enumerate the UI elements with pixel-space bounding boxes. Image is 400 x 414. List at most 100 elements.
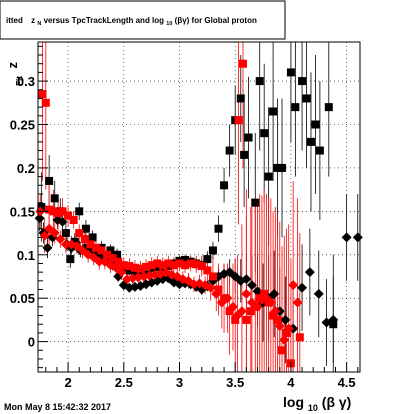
data-point-square bbox=[264, 172, 273, 181]
data-point-square bbox=[186, 259, 195, 268]
data-point-diamond bbox=[288, 280, 299, 291]
data-point-diamond bbox=[297, 282, 308, 293]
data-point-square bbox=[113, 250, 122, 259]
data-point-diamond bbox=[236, 306, 247, 317]
x-tick-label: 4.5 bbox=[338, 375, 356, 390]
data-point-square bbox=[234, 116, 243, 125]
xlabel-rest: (β γ) bbox=[322, 394, 352, 410]
data-point-diamond bbox=[280, 314, 291, 325]
data-point-diamond bbox=[60, 239, 71, 250]
data-point-square bbox=[58, 207, 67, 216]
data-point-square bbox=[231, 315, 240, 324]
data-point-diamond bbox=[292, 297, 303, 308]
data-point-diamond bbox=[269, 288, 280, 299]
data-point-square bbox=[130, 268, 139, 277]
data-markers bbox=[34, 59, 363, 368]
title-z: z bbox=[31, 16, 35, 25]
data-point-diamond bbox=[39, 230, 50, 241]
title-box: itted z N versus TpcTrackLength and log … bbox=[0, 0, 286, 40]
data-point-square bbox=[45, 205, 54, 214]
x-tick-label: 3.5 bbox=[226, 375, 244, 390]
data-point-square bbox=[181, 261, 190, 270]
data-point-square bbox=[273, 163, 282, 172]
y-tick-label: 0.3 bbox=[17, 74, 35, 89]
x-tick-label: 2 bbox=[64, 375, 71, 390]
data-point-diamond bbox=[246, 297, 257, 308]
data-point-diamond bbox=[304, 267, 315, 278]
data-point-square bbox=[273, 315, 282, 324]
xlabel-log: log bbox=[283, 394, 304, 410]
data-point-square bbox=[88, 233, 97, 242]
data-point-diamond bbox=[34, 213, 45, 224]
data-point-square bbox=[208, 246, 217, 255]
data-point-square bbox=[315, 146, 324, 155]
data-point-square bbox=[240, 150, 249, 159]
data-point-square bbox=[125, 262, 134, 271]
data-point-square bbox=[208, 272, 217, 281]
data-point-square bbox=[80, 235, 89, 244]
data-point-square bbox=[175, 259, 184, 268]
data-point-diamond bbox=[55, 234, 66, 245]
data-point-square bbox=[239, 59, 248, 68]
plot-title: itted z N versus TpcTrackLength and log … bbox=[6, 16, 257, 27]
data-point-square bbox=[255, 77, 264, 86]
xlabel-sub: 10 bbox=[308, 403, 318, 413]
data-point-square bbox=[54, 209, 63, 218]
data-point-square bbox=[136, 264, 145, 273]
data-point-diamond bbox=[94, 256, 105, 267]
data-point-square bbox=[306, 137, 315, 146]
data-point-square bbox=[251, 302, 260, 311]
data-point-square bbox=[147, 261, 156, 270]
data-point-square bbox=[255, 294, 264, 303]
data-point-square bbox=[251, 198, 260, 207]
data-point-square bbox=[282, 328, 291, 337]
svg-text:Fit: Fit bbox=[15, 76, 24, 86]
x-tick-label: 2.5 bbox=[115, 375, 133, 390]
data-point-square bbox=[225, 307, 234, 316]
y-tick-label: 0.15 bbox=[10, 204, 35, 219]
data-point-square bbox=[142, 262, 151, 271]
title-log-sub: 10 bbox=[166, 21, 172, 27]
x-tick-label: 3 bbox=[176, 375, 183, 390]
data-point-square bbox=[45, 176, 54, 185]
data-point-square bbox=[66, 255, 75, 264]
data-point-square bbox=[136, 269, 145, 277]
x-tick-label: 4 bbox=[287, 375, 295, 390]
plot-frame bbox=[37, 41, 361, 373]
data-point-square bbox=[286, 68, 295, 77]
data-point-square bbox=[181, 255, 190, 264]
data-point-square bbox=[260, 289, 269, 298]
data-point-square bbox=[75, 207, 84, 216]
data-point-diamond bbox=[279, 334, 290, 345]
axes: 2 2.5 3 3.5 4 4.5 0 0.05 0.1 0.15 0.2 0.25 0.3 bbox=[10, 45, 359, 390]
ylabel-sub: Fit bbox=[15, 76, 24, 86]
data-point-square bbox=[108, 254, 117, 263]
data-point-square bbox=[50, 194, 59, 203]
y-axis-label: z Fit bbox=[5, 62, 24, 86]
ylabel-z: z bbox=[5, 62, 20, 69]
data-point-diamond bbox=[241, 288, 252, 299]
data-point-square bbox=[41, 98, 50, 107]
data-point-square bbox=[203, 266, 212, 275]
title-mid: versus TpcTrackLength and log bbox=[44, 16, 165, 25]
data-point-square bbox=[278, 163, 287, 172]
data-point-square bbox=[269, 311, 278, 320]
data-point-square bbox=[302, 94, 311, 103]
data-point-diamond bbox=[241, 274, 252, 285]
data-point-square bbox=[197, 262, 206, 271]
y-tick-label: 0.25 bbox=[10, 118, 35, 133]
data-point-square bbox=[214, 224, 223, 233]
data-point-square bbox=[86, 240, 95, 249]
data-point-square bbox=[298, 77, 307, 86]
data-point-square bbox=[61, 229, 70, 238]
data-point-diamond bbox=[49, 228, 60, 239]
data-point-square bbox=[244, 133, 253, 142]
data-point-square bbox=[49, 207, 58, 216]
data-point-square bbox=[192, 260, 201, 269]
data-point-square bbox=[164, 259, 173, 268]
data-point-square bbox=[260, 129, 269, 138]
svg-text:z: z bbox=[5, 62, 20, 69]
x-axis-label: log 10 (β γ) bbox=[283, 394, 351, 414]
data-point-square bbox=[169, 261, 178, 270]
